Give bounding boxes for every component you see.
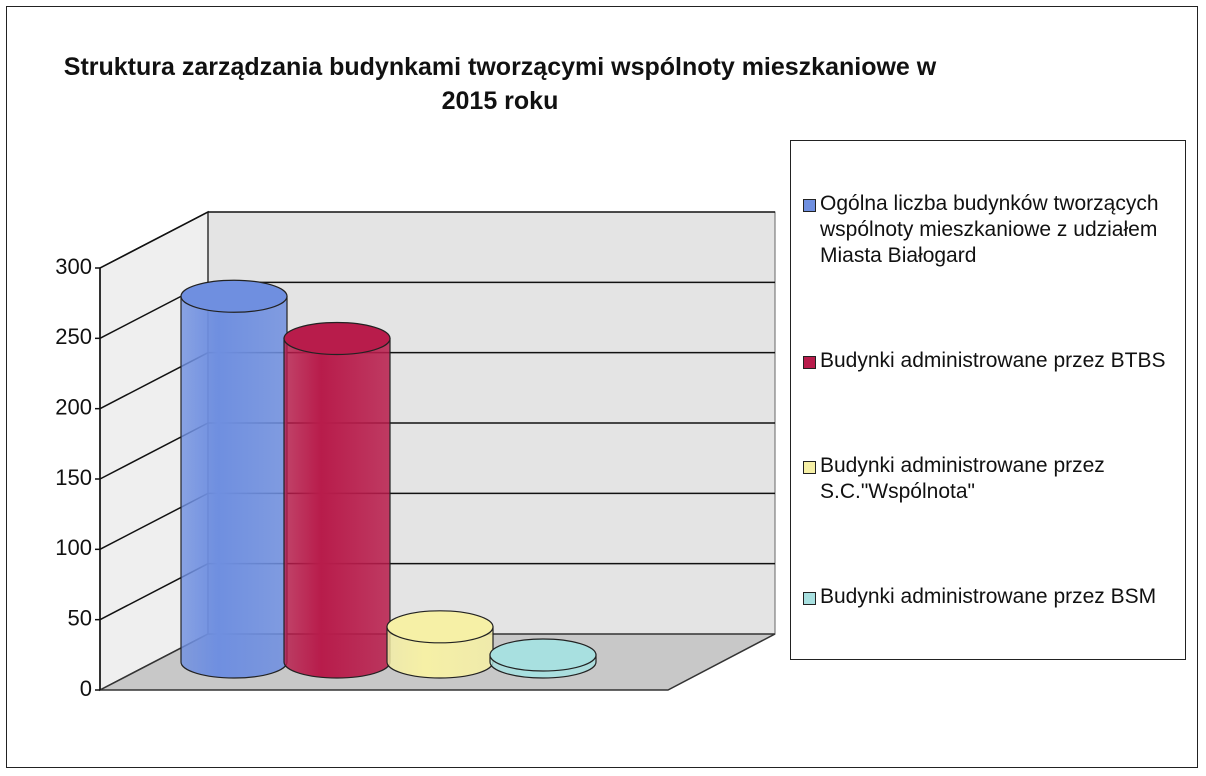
y-tick-label: 300 [55, 254, 92, 279]
legend-label: Ogólna liczba budynków tworzących wspóln… [820, 191, 1159, 267]
cylinder-body [180, 295, 288, 679]
legend-label: Budynki administrowane przez BTBS [820, 348, 1166, 372]
legend-swatch [803, 198, 816, 212]
chart-title: Struktura zarządzania budynkami tworzący… [63, 53, 937, 115]
legend-swatch [803, 591, 816, 605]
y-tick-label: 250 [55, 324, 92, 349]
cylinder-top [489, 638, 597, 672]
cylinder-body [283, 337, 391, 679]
legend-label: Budynki administrowane przez BSM [820, 584, 1157, 608]
cylinder-top [180, 279, 288, 313]
cylinder-top [386, 610, 494, 644]
legend: Ogólna liczba budynków tworzących wspóln… [790, 140, 1186, 660]
y-tick-label: 200 [55, 394, 92, 419]
y-tick-label: 0 [80, 676, 92, 701]
chart-frame [6, 6, 1198, 768]
legend-entry: Ogólna liczba budynków tworzących wspóln… [803, 191, 1177, 269]
y-tick-label: 150 [55, 465, 92, 490]
legend-entry: Budynki administrowane przez BSM [803, 584, 1177, 610]
y-tick-label: 50 [68, 605, 92, 630]
legend-label: Budynki administrowane przez S.C."Wspóln… [820, 453, 1105, 503]
legend-swatch [803, 355, 816, 369]
grid-line [99, 211, 775, 269]
y-tick-label: 100 [55, 535, 92, 560]
legend-entry: Budynki administrowane przez BTBS [803, 348, 1177, 374]
legend-swatch [803, 460, 816, 474]
legend-entry: Budynki administrowane przez S.C."Wspóln… [803, 453, 1177, 505]
cylinder-top [283, 321, 391, 356]
